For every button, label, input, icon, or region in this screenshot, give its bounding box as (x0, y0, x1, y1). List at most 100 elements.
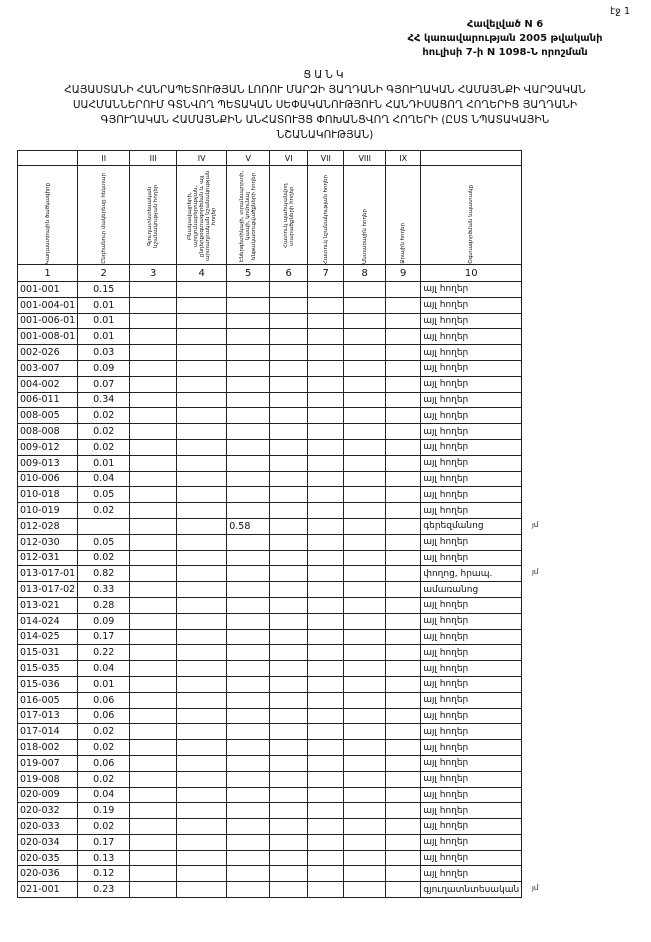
document-title: ՑԱՆԿ ՀԱՅԱՍՏԱՆԻ ՀԱՆՐԱՊԵՏՈՒԹՅԱՆ ԼՈՌՈՒ ՄԱՐԶ… (40, 68, 610, 143)
cell-col-4 (176, 770, 228, 788)
cell-col-3 (129, 407, 178, 425)
cell-col-7 (307, 565, 345, 583)
cell-col-3 (129, 502, 178, 519)
column-header: Ջրային հողեր (385, 165, 422, 265)
cell-col-3 (129, 833, 178, 851)
page-number: էջ 1 (610, 6, 631, 17)
cell-col-6 (269, 612, 309, 630)
cell-col-9 (385, 533, 422, 551)
cell-col-5 (226, 691, 271, 709)
cell-col-4 (176, 628, 228, 646)
cell-col-2: 0.17 (77, 833, 131, 851)
cell-col-9 (385, 786, 422, 804)
cell-col-6 (269, 281, 309, 298)
cell-col-8 (343, 691, 387, 709)
cell-col-3 (129, 802, 178, 820)
table-row: 019-008 0.02 այլ հողեր (16, 770, 523, 788)
cell-col-10: այլ հողեր (420, 786, 523, 804)
cell-col-5 (226, 612, 271, 630)
cell-col-3 (129, 375, 178, 393)
cell-col-9 (385, 517, 422, 535)
cell-col-2: 0.09 (77, 359, 131, 377)
cell-col-4 (176, 644, 228, 662)
cell-col-2 (77, 517, 131, 535)
cell-col-9 (385, 359, 422, 377)
cell-col-10: այլ հողեր (420, 660, 523, 677)
cell-col-1: 012-031 (16, 549, 79, 567)
cell-col-9 (385, 833, 422, 851)
cell-col-7 (307, 470, 345, 488)
cell-col-6 (269, 770, 309, 788)
cell-col-7 (307, 328, 345, 346)
cell-col-5 (226, 628, 271, 646)
column-header: Ընդհանուր մակերեսը հեկտար (77, 165, 131, 265)
cell-col-1: 015-031 (16, 644, 79, 662)
cell-col-1: 017-013 (16, 707, 79, 725)
cell-col-6 (269, 723, 309, 741)
cell-col-2: 0.05 (77, 533, 131, 551)
cell-col-3 (129, 739, 178, 756)
roman-numeral (16, 150, 79, 166)
cell-col-1: 019-007 (16, 754, 79, 772)
cell-col-9 (385, 849, 422, 867)
column-header-text: Հատուկ նշանակության հողեր (322, 174, 329, 264)
cell-col-9 (385, 438, 422, 456)
cell-col-4 (176, 881, 228, 899)
cell-col-9 (385, 675, 422, 693)
cell-col-7 (307, 675, 345, 693)
cell-col-1: 008-005 (16, 407, 79, 425)
column-header: Հատուկ պահպանվող տարածքների հողեր (269, 165, 309, 265)
cell-col-6 (269, 691, 309, 709)
column-number: 6 (269, 264, 309, 282)
cell-col-3 (129, 565, 178, 583)
table-row: 014-025 0.17 այլ հողեր (16, 628, 523, 646)
cell-col-5 (226, 502, 271, 519)
cell-col-4 (176, 660, 228, 677)
cell-col-1: 019-008 (16, 770, 79, 788)
cell-col-7 (307, 612, 345, 630)
cell-col-3 (129, 786, 178, 804)
column-header-text: Էներգետիկայի, տրանսպորտի, կապի, կոմունալ… (239, 170, 258, 262)
cell-col-6 (269, 596, 309, 614)
annex-line: հուլիսի 7-ի N 1098-Ն որոշման (422, 47, 588, 58)
cell-col-4 (176, 359, 228, 377)
column-header: Հատուկ նշանակության հողեր (307, 165, 345, 265)
cell-col-2: 0.06 (77, 754, 131, 772)
cell-col-5 (226, 486, 271, 504)
cell-col-8 (343, 707, 387, 725)
cell-col-6 (269, 549, 309, 567)
table-row: 001-001 0.15 այլ հողեր (16, 281, 523, 298)
cell-col-3 (129, 865, 178, 883)
cell-col-8 (343, 391, 387, 409)
cell-col-5 (226, 470, 271, 488)
cell-col-6 (269, 754, 309, 772)
cell-col-5: 0.58 (226, 517, 271, 535)
cell-col-7 (307, 502, 345, 519)
cell-col-1: 014-024 (16, 612, 79, 630)
cell-col-2: 0.01 (77, 328, 131, 346)
cell-col-9 (385, 502, 422, 519)
column-number: 1 (16, 264, 79, 282)
cell-col-2: 0.09 (77, 612, 131, 630)
cell-col-2: 0.02 (77, 423, 131, 440)
cell-col-8 (343, 818, 387, 835)
cell-col-10: այլ հողեր (420, 281, 523, 298)
roman-numeral: VIII (343, 150, 387, 166)
roman-numeral: VI (269, 150, 309, 166)
table-row: 013-017-02 0.33 ամառանոց (16, 581, 523, 598)
cell-col-2: 0.28 (77, 596, 131, 614)
cell-col-5 (226, 818, 271, 835)
cell-col-10: այլ հողեր (420, 739, 523, 756)
cell-col-3 (129, 707, 178, 725)
cell-col-9 (385, 644, 422, 662)
cell-col-1: 012-030 (16, 533, 79, 551)
roman-numeral: II (77, 150, 131, 166)
cell-col-10: այլ հողեր (420, 865, 523, 883)
column-header: Կադաստրային ծածկագիրը (16, 165, 79, 265)
column-header: Գյուղատնտեսական նշանակության հողեր (129, 165, 178, 265)
cell-col-9 (385, 581, 422, 598)
cell-col-3 (129, 423, 178, 440)
cell-col-9 (385, 770, 422, 788)
cell-col-3 (129, 770, 178, 788)
cell-col-9 (385, 660, 422, 677)
